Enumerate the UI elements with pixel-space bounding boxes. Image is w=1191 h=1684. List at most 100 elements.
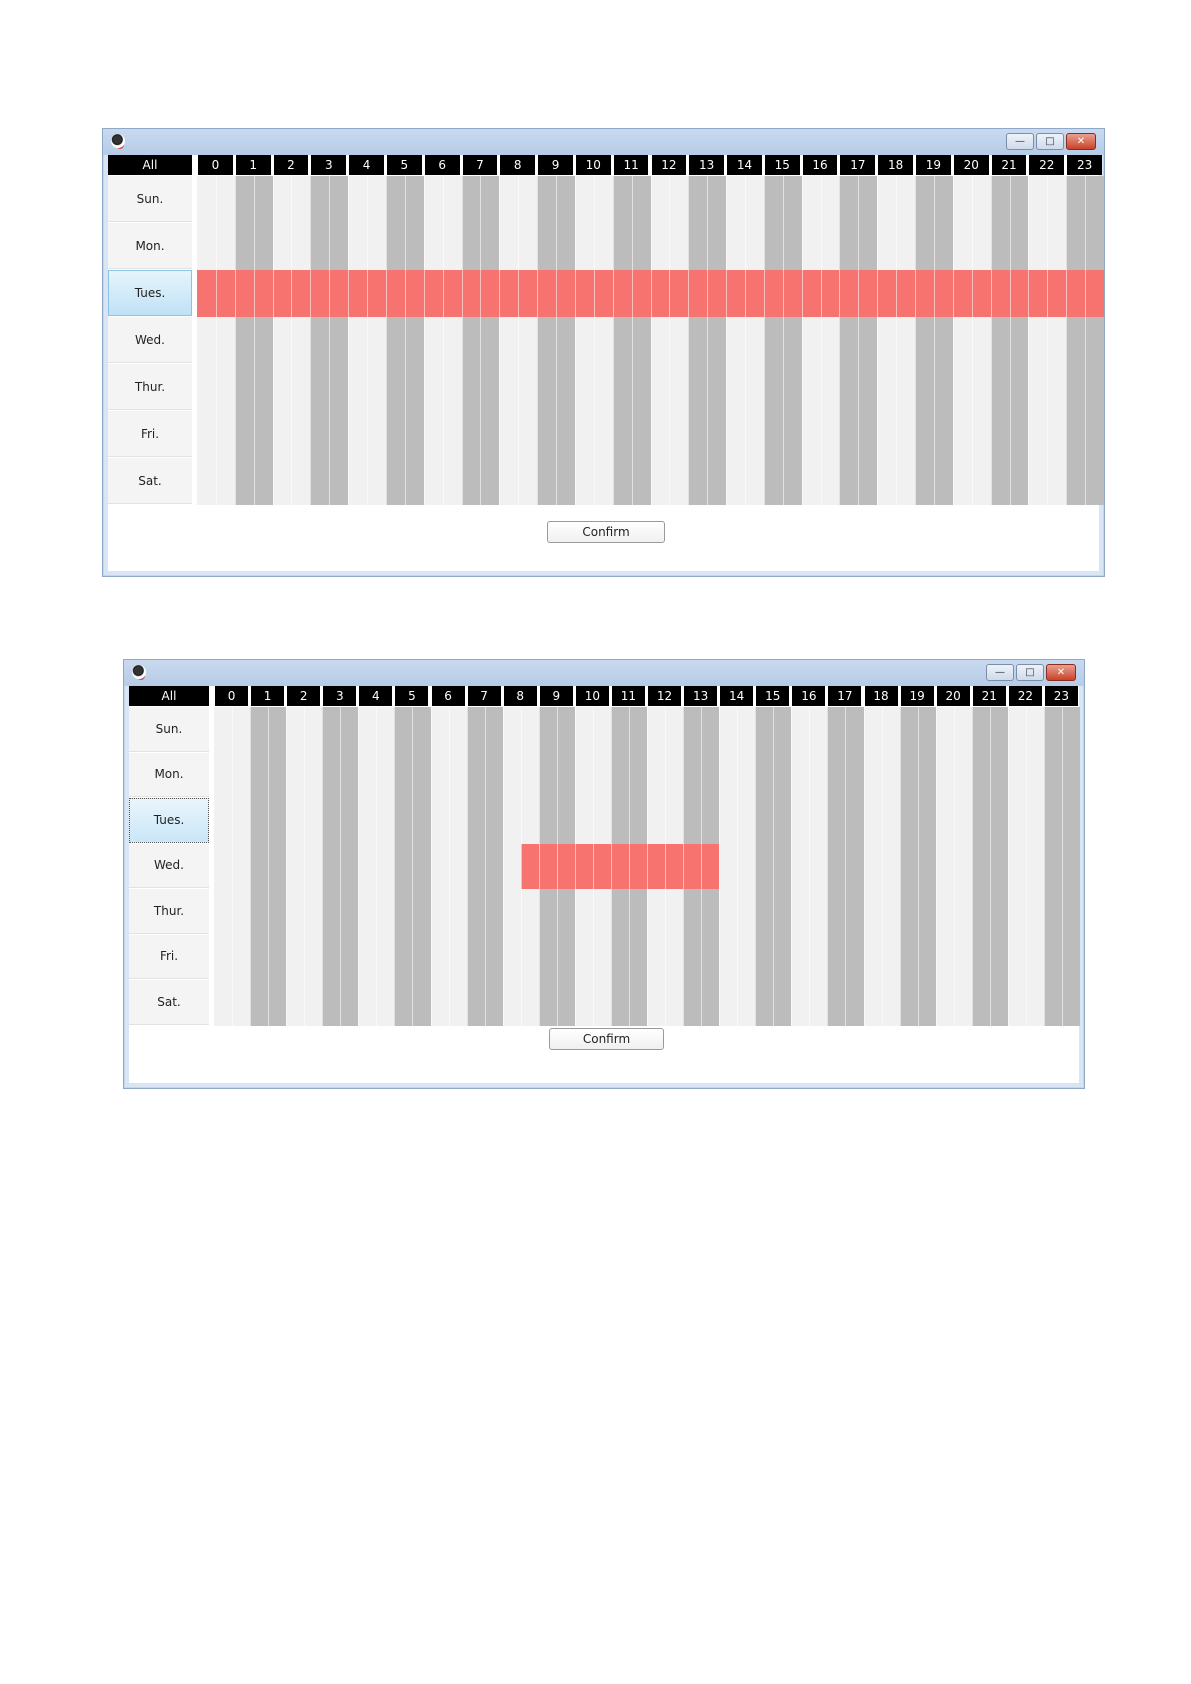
time-slot[interactable]: [448, 843, 468, 889]
time-slot[interactable]: [538, 707, 558, 753]
time-slot[interactable]: [763, 364, 784, 411]
time-slot[interactable]: [610, 752, 630, 798]
time-slot[interactable]: [286, 798, 305, 844]
time-slot[interactable]: [990, 458, 1011, 505]
hour-header-10[interactable]: 10: [575, 155, 611, 175]
time-slot[interactable]: [1047, 223, 1067, 270]
time-slot[interactable]: [1009, 458, 1029, 505]
time-slot[interactable]: [537, 364, 557, 411]
time-slot[interactable]: [971, 458, 992, 505]
time-slot[interactable]: [1061, 707, 1081, 753]
time-slot[interactable]: [322, 707, 341, 753]
time-slot[interactable]: [574, 411, 595, 458]
time-slot[interactable]: [394, 707, 413, 753]
time-slot[interactable]: [683, 934, 702, 980]
time-slot[interactable]: [593, 458, 614, 505]
time-slot[interactable]: [755, 752, 774, 798]
time-slot[interactable]: [917, 752, 937, 798]
time-slot[interactable]: [367, 223, 387, 270]
time-slot[interactable]: [197, 270, 217, 317]
time-slot[interactable]: [952, 411, 973, 458]
time-slot[interactable]: [896, 223, 916, 270]
time-slot[interactable]: [291, 364, 311, 411]
day-label-sat[interactable]: Sat.: [129, 980, 209, 1025]
time-slot[interactable]: [726, 223, 746, 270]
time-slot[interactable]: [915, 270, 935, 317]
time-slot[interactable]: [423, 270, 444, 317]
time-slot[interactable]: [763, 458, 784, 505]
time-slot[interactable]: [688, 317, 708, 364]
time-slot[interactable]: [782, 364, 803, 411]
time-slot[interactable]: [971, 223, 992, 270]
time-slot[interactable]: [971, 317, 992, 364]
time-slot[interactable]: [971, 934, 991, 980]
time-slot[interactable]: [719, 980, 738, 1026]
time-slot[interactable]: [915, 223, 935, 270]
all-button[interactable]: All: [129, 686, 209, 706]
time-slot[interactable]: [574, 843, 594, 889]
time-slot[interactable]: [502, 798, 522, 844]
time-slot[interactable]: [385, 364, 406, 411]
time-slot[interactable]: [820, 270, 840, 317]
time-slot[interactable]: [348, 270, 368, 317]
time-slot[interactable]: [610, 889, 630, 935]
time-slot[interactable]: [612, 223, 633, 270]
time-slot[interactable]: [412, 889, 431, 935]
time-slot[interactable]: [990, 223, 1011, 270]
time-slot[interactable]: [631, 270, 651, 317]
time-slot[interactable]: [688, 223, 708, 270]
hour-header-21[interactable]: 21: [972, 686, 1006, 706]
time-slot[interactable]: [827, 934, 846, 980]
time-slot[interactable]: [556, 889, 576, 935]
time-slot[interactable]: [348, 364, 368, 411]
time-slot[interactable]: [845, 798, 864, 844]
time-slot[interactable]: [1009, 176, 1029, 223]
time-slot[interactable]: [827, 889, 846, 935]
time-slot[interactable]: [367, 270, 387, 317]
time-slot[interactable]: [448, 752, 468, 798]
time-slot[interactable]: [214, 752, 233, 798]
time-slot[interactable]: [915, 411, 935, 458]
time-slot[interactable]: [1061, 843, 1081, 889]
time-slot[interactable]: [683, 889, 702, 935]
time-slot[interactable]: [304, 980, 323, 1026]
time-slot[interactable]: [935, 707, 955, 753]
time-slot[interactable]: [423, 176, 444, 223]
time-slot[interactable]: [329, 270, 349, 317]
time-slot[interactable]: [592, 752, 612, 798]
time-slot[interactable]: [628, 843, 648, 889]
time-slot[interactable]: [989, 798, 1009, 844]
time-slot[interactable]: [286, 934, 305, 980]
time-slot[interactable]: [1009, 270, 1029, 317]
time-slot[interactable]: [726, 176, 746, 223]
hour-header-9[interactable]: 9: [539, 686, 573, 706]
time-slot[interactable]: [858, 270, 878, 317]
time-slot[interactable]: [631, 411, 651, 458]
time-slot[interactable]: [881, 707, 901, 753]
time-slot[interactable]: [461, 364, 481, 411]
time-slot[interactable]: [268, 889, 287, 935]
day-label-sun[interactable]: Sun.: [108, 176, 192, 222]
time-slot[interactable]: [719, 752, 738, 798]
time-slot[interactable]: [442, 364, 463, 411]
time-slot[interactable]: [502, 980, 522, 1026]
time-slot[interactable]: [272, 176, 292, 223]
time-slot[interactable]: [461, 411, 481, 458]
time-slot[interactable]: [394, 934, 413, 980]
time-slot[interactable]: [612, 270, 633, 317]
hour-header-6[interactable]: 6: [431, 686, 465, 706]
time-slot[interactable]: [915, 176, 935, 223]
hour-header-6[interactable]: 6: [424, 155, 460, 175]
time-slot[interactable]: [1047, 364, 1067, 411]
time-slot[interactable]: [863, 752, 883, 798]
time-slot[interactable]: [480, 364, 500, 411]
time-slot[interactable]: [430, 889, 450, 935]
time-slot[interactable]: [556, 176, 576, 223]
time-slot[interactable]: [304, 798, 323, 844]
time-slot[interactable]: [1025, 752, 1045, 798]
time-slot[interactable]: [214, 980, 233, 1026]
time-slot[interactable]: [773, 798, 792, 844]
time-slot[interactable]: [537, 458, 557, 505]
time-slot[interactable]: [683, 798, 702, 844]
time-slot[interactable]: [385, 411, 406, 458]
